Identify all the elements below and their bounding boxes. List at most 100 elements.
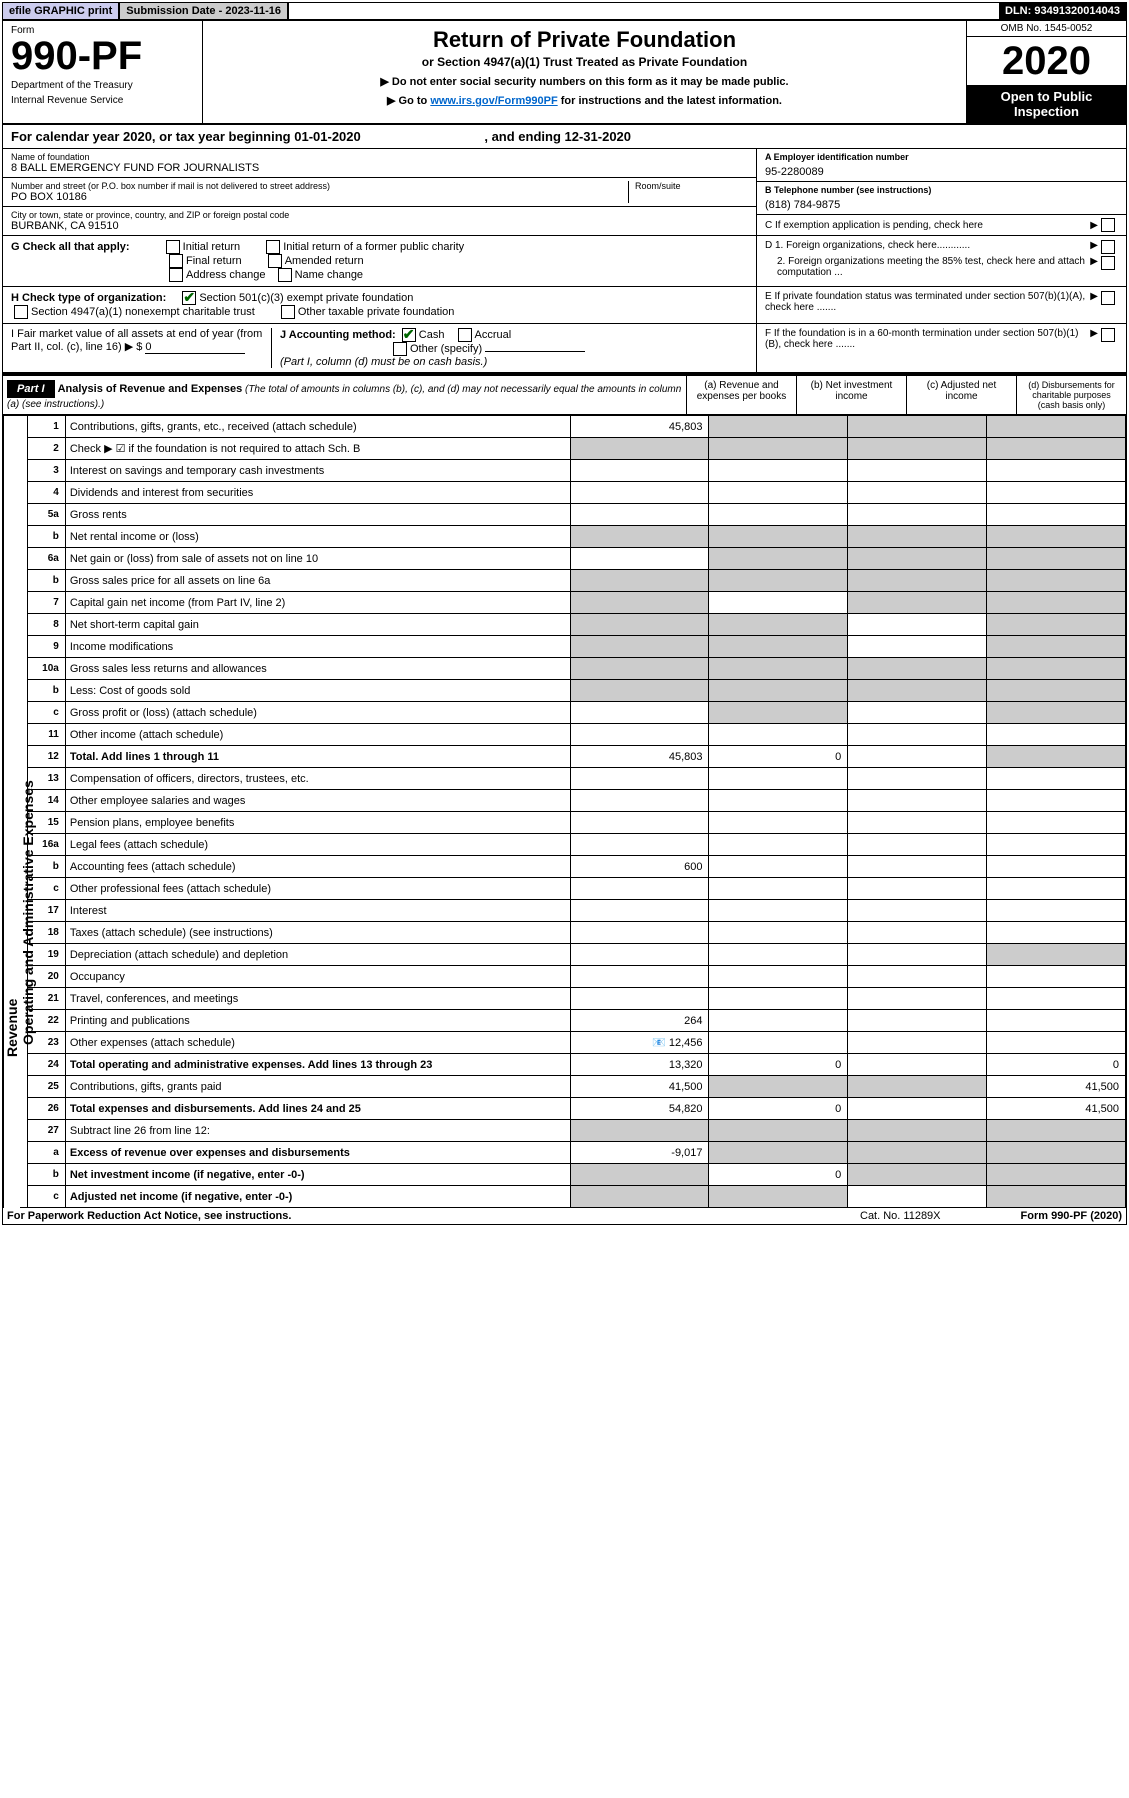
col-b-val: 0	[709, 1054, 848, 1076]
col-c-val	[848, 1098, 987, 1120]
row-desc: Net gain or (loss) from sale of assets n…	[65, 548, 570, 570]
col-c-val	[848, 548, 987, 570]
foundation-city: City or town, state or province, country…	[3, 207, 756, 235]
col-d-val	[987, 768, 1126, 790]
row-desc: Excess of revenue over expenses and disb…	[65, 1142, 570, 1164]
chk-501c3[interactable]	[182, 291, 196, 305]
calendar-year-line: For calendar year 2020, or tax year begi…	[3, 125, 1126, 149]
table-row: 18Taxes (attach schedule) (see instructi…	[28, 922, 1126, 944]
col-b-val	[709, 966, 848, 988]
row-desc: Gross sales price for all assets on line…	[65, 570, 570, 592]
col-d-val	[987, 856, 1126, 878]
note-link: ▶ Go to www.irs.gov/Form990PF for instru…	[209, 94, 960, 107]
col-a-val	[570, 614, 709, 636]
col-b-val	[709, 482, 848, 504]
form-title: Return of Private Foundation	[209, 27, 960, 53]
table-row: 23Other expenses (attach schedule)📧 12,4…	[28, 1032, 1126, 1054]
col-b-val	[709, 592, 848, 614]
col-c: (c) Adjusted net income	[906, 376, 1016, 414]
chk-amended[interactable]	[268, 254, 282, 268]
col-b-val	[709, 526, 848, 548]
col-c-val	[848, 460, 987, 482]
col-c-val	[848, 1186, 987, 1208]
col-d-val	[987, 636, 1126, 658]
chk-f[interactable]	[1101, 328, 1115, 342]
col-a-val	[570, 680, 709, 702]
col-b-val	[709, 460, 848, 482]
col-a-val: 📧 12,456	[570, 1032, 709, 1054]
chk-initial-former[interactable]	[266, 240, 280, 254]
page-footer: For Paperwork Reduction Act Notice, see …	[3, 1208, 1126, 1224]
col-c-val	[848, 636, 987, 658]
col-c-val	[848, 768, 987, 790]
col-d-val	[987, 834, 1126, 856]
row-desc: Interest	[65, 900, 570, 922]
col-d-val	[987, 1164, 1126, 1186]
col-c-val	[848, 878, 987, 900]
table-row: 6aNet gain or (loss) from sale of assets…	[28, 548, 1126, 570]
col-b-val	[709, 856, 848, 878]
chk-name[interactable]	[278, 268, 292, 282]
row-desc: Dividends and interest from securities	[65, 482, 570, 504]
row-desc: Check ▶ ☑ if the foundation is not requi…	[65, 438, 570, 460]
chk-4947[interactable]	[14, 305, 28, 319]
row-num: b	[28, 526, 66, 548]
col-c-val	[848, 1142, 987, 1164]
col-a-val: 264	[570, 1010, 709, 1032]
part1-title: Part I Analysis of Revenue and Expenses …	[3, 376, 686, 414]
col-c-val	[848, 1032, 987, 1054]
omb-number: OMB No. 1545-0052	[967, 21, 1126, 37]
row-desc: Printing and publications	[65, 1010, 570, 1032]
chk-cash[interactable]	[402, 328, 416, 342]
col-c-val	[848, 702, 987, 724]
col-b-val	[709, 944, 848, 966]
col-b-val	[709, 680, 848, 702]
chk-e[interactable]	[1101, 291, 1115, 305]
col-c-val	[848, 504, 987, 526]
col-b-val	[709, 790, 848, 812]
title-block: Return of Private Foundation or Section …	[203, 21, 966, 123]
open-inspection: Open to Public Inspection	[967, 85, 1126, 123]
foundation-address: Number and street (or P.O. box number if…	[3, 178, 756, 207]
col-d-val	[987, 548, 1126, 570]
col-a: (a) Revenue and expenses per books	[686, 376, 796, 414]
chk-other-tax[interactable]	[281, 305, 295, 319]
col-a-val	[570, 526, 709, 548]
col-a-val: 45,803	[570, 416, 709, 438]
chk-initial[interactable]	[166, 240, 180, 254]
chk-accrual[interactable]	[458, 328, 472, 342]
col-a-val	[570, 548, 709, 570]
row-num: 7	[28, 592, 66, 614]
footer-cat: Cat. No. 11289X	[860, 1210, 941, 1222]
table-row: bGross sales price for all assets on lin…	[28, 570, 1126, 592]
row-desc: Accounting fees (attach schedule)	[65, 856, 570, 878]
row-num: 3	[28, 460, 66, 482]
col-d-val	[987, 1010, 1126, 1032]
col-b-val	[709, 636, 848, 658]
irs-link[interactable]: www.irs.gov/Form990PF	[430, 95, 557, 107]
row-desc: Adjusted net income (if negative, enter …	[65, 1186, 570, 1208]
col-d-val	[987, 592, 1126, 614]
phone-field: B Telephone number (see instructions) (8…	[757, 182, 1126, 215]
table-wrap: Revenue Operating and Administrative Exp…	[3, 415, 1126, 1208]
checkbox-c[interactable]	[1101, 218, 1115, 232]
chk-d2[interactable]	[1101, 256, 1115, 270]
chk-other-acct[interactable]	[393, 342, 407, 356]
row-desc: Other professional fees (attach schedule…	[65, 878, 570, 900]
col-a-val	[570, 570, 709, 592]
table-row: 24Total operating and administrative exp…	[28, 1054, 1126, 1076]
ij-block: I Fair market value of all assets at end…	[3, 324, 756, 372]
row-desc: Net rental income or (loss)	[65, 526, 570, 548]
col-a-val: 45,803	[570, 746, 709, 768]
col-d-val: 41,500	[987, 1076, 1126, 1098]
row-desc: Travel, conferences, and meetings	[65, 988, 570, 1010]
col-c-val	[848, 856, 987, 878]
col-d-val	[987, 416, 1126, 438]
col-c-val	[848, 922, 987, 944]
chk-d1[interactable]	[1101, 240, 1115, 254]
chk-final[interactable]	[169, 254, 183, 268]
chk-address[interactable]	[169, 268, 183, 282]
col-d-val: 0	[987, 1054, 1126, 1076]
table-row: 3Interest on savings and temporary cash …	[28, 460, 1126, 482]
table-row: 11Other income (attach schedule)	[28, 724, 1126, 746]
